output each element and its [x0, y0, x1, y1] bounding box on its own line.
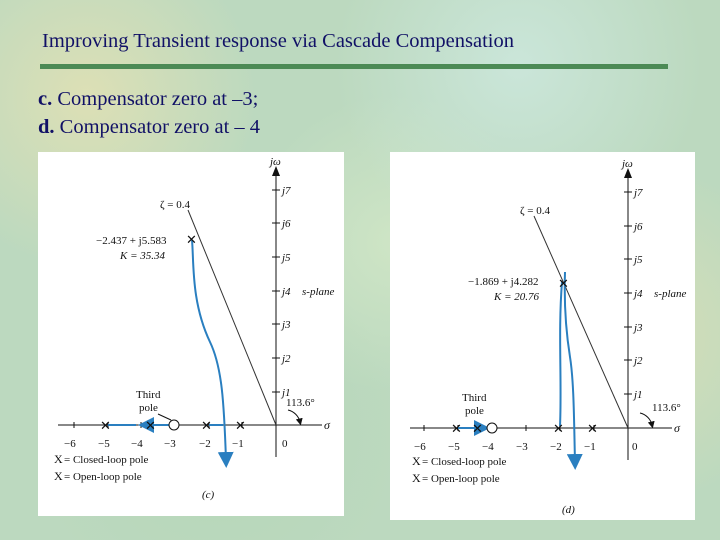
d-imag-axis-arrow: [624, 168, 632, 178]
d-ytick-2: j2: [632, 355, 643, 367]
c-open-loop-pole-m5: ✕: [100, 418, 111, 433]
c-xtick-m1: −1: [232, 438, 244, 450]
d-legend-mark-closed: X: [412, 454, 421, 468]
c-third-pole-1: Third: [136, 389, 161, 401]
d-closed-loop-pole-third: ✕: [472, 421, 483, 436]
c-angle-label: 113.6°: [286, 397, 315, 409]
c-xtick-m4: −4: [131, 438, 143, 450]
c-zeta-label: ζ = 0.4: [160, 199, 191, 211]
root-locus-panel-d: jω j7 j6 j5 j4 j3 j2 j1 −6 −5 −4 −3 −2 −…: [390, 152, 695, 520]
d-angle-label: 113.6°: [652, 402, 681, 414]
imag-axis-arrow: [272, 166, 280, 176]
c-splane-label: s-plane: [302, 286, 335, 298]
c-ytick-7: j7: [280, 185, 291, 197]
d-point-label: −1.869 + j4.282: [468, 276, 538, 288]
c-xtick-m3: −3: [164, 438, 176, 450]
c-angle-arc: [287, 409, 303, 426]
d-splane-label: s-plane: [654, 288, 687, 300]
c-legend-open: = Open-loop pole: [64, 471, 142, 483]
d-xtick-m1: −1: [584, 441, 596, 453]
d-legend-closed: = Closed-loop pole: [422, 456, 507, 468]
d-caption: (d): [562, 504, 575, 516]
d-ytick-3: j3: [632, 322, 643, 334]
c-xtick-0: 0: [282, 438, 288, 450]
c-open-loop-pole-m2: ✕: [201, 418, 212, 433]
d-gain-label: K = 20.76: [493, 291, 540, 303]
item-d-text: Compensator zero at – 4: [54, 116, 261, 138]
d-zeta-label: ζ = 0.4: [520, 205, 551, 217]
d-legend-open: = Open-loop pole: [422, 473, 500, 485]
d-xtick-m2: −2: [550, 441, 562, 453]
c-compensator-zero: [168, 419, 180, 431]
d-x-axis-label: σ: [674, 421, 681, 435]
c-gain-label: K = 35.34: [119, 250, 166, 262]
d-ytick-5: j5: [632, 254, 643, 266]
c-point-label: −2.437 + j5.583: [96, 235, 167, 247]
c-legend-closed: = Closed-loop pole: [64, 454, 149, 466]
item-d-letter: d.: [38, 116, 55, 138]
item-c-text: Compensator zero at –3;: [52, 88, 259, 110]
c-xtick-m2: −2: [199, 438, 211, 450]
c-legend-mark-closed: X: [54, 452, 63, 466]
title-underline: [40, 64, 668, 69]
d-compensator-zero: [486, 422, 498, 434]
c-ytick-1: j1: [280, 387, 291, 399]
c-closed-loop-pole-upper: ✕: [186, 232, 197, 247]
d-ytick-6: j6: [632, 221, 643, 233]
d-ytick-4: j4: [632, 288, 643, 300]
d-open-loop-pole-m5: ✕: [451, 421, 462, 436]
c-ytick-3: j3: [280, 319, 291, 331]
c-xtick-m6: −6: [64, 438, 76, 450]
d-third-pole-1: Third: [462, 392, 487, 404]
c-ytick-2: j2: [280, 353, 291, 365]
c-third-pole-pointer: [157, 413, 172, 421]
item-c: c. Compensator zero at –3;: [38, 88, 258, 111]
c-ytick-4: j4: [280, 286, 291, 298]
c-legend-mark-open: X: [54, 469, 63, 483]
c-x-axis-label: σ: [324, 418, 331, 432]
c-ytick-5: j5: [280, 252, 291, 264]
d-open-loop-pole-m2: ✕: [553, 421, 564, 436]
d-y-axis-label: jω: [620, 158, 633, 170]
d-third-pole-2: pole: [465, 405, 484, 417]
d-angle-arc: [639, 412, 655, 429]
root-locus-d-plot: jω j7 j6 j5 j4 j3 j2 j1 −6 −5 −4 −3 −2 −…: [410, 158, 687, 516]
c-closed-loop-pole-third: ✕: [145, 418, 156, 433]
c-y-axis-label: jω: [268, 156, 281, 168]
c-xtick-m5: −5: [98, 438, 110, 450]
d-locus-branch-inner: [559, 281, 563, 427]
item-c-letter: c.: [38, 88, 53, 110]
c-open-loop-pole-m1: ✕: [235, 418, 246, 433]
d-legend-mark-open: X: [412, 471, 421, 485]
d-ytick-1: j1: [632, 389, 643, 401]
d-zeta-line: [533, 215, 629, 429]
c-caption: (c): [202, 489, 215, 501]
d-xtick-m3: −3: [516, 441, 528, 453]
d-ytick-7: j7: [632, 187, 643, 199]
root-locus-panel-c: jω j7 j6 j5 j4 j3 j2 j1 −6 −5 −4 −3 −2 −…: [38, 152, 344, 516]
c-ytick-6: j6: [280, 218, 291, 230]
d-closed-loop-pole-upper: ✕: [558, 276, 569, 291]
c-third-pole-2: pole: [139, 402, 158, 414]
d-xtick-0: 0: [632, 441, 638, 453]
d-xtick-m6: −6: [414, 441, 426, 453]
d-xtick-m5: −5: [448, 441, 460, 453]
d-open-loop-pole-m1: ✕: [587, 421, 598, 436]
d-xtick-m4: −4: [482, 441, 494, 453]
item-d: d. Compensator zero at – 4: [38, 116, 260, 139]
d-locus-branch-upper: [563, 271, 583, 470]
slide-title: Improving Transient response via Cascade…: [42, 30, 515, 52]
c-locus-branch-main: [191, 239, 234, 468]
root-locus-c-plot: jω j7 j6 j5 j4 j3 j2 j1 −6 −5 −4 −3 −2 −…: [54, 156, 335, 501]
c-zeta-line: [187, 209, 277, 426]
